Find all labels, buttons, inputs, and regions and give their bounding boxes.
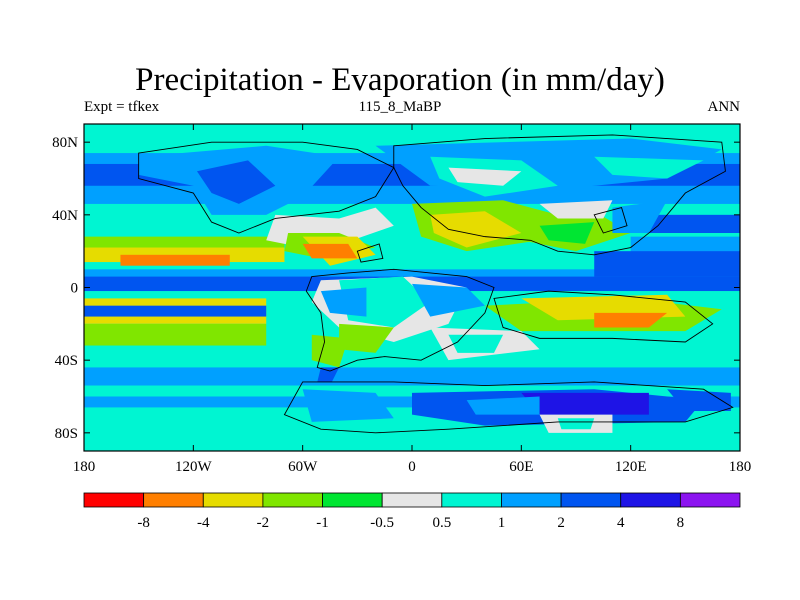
colorbar-swatch: [83, 492, 145, 508]
x-tick-label: 180: [73, 459, 96, 475]
x-tick-label: 0: [408, 459, 416, 475]
field-patch: [302, 389, 394, 422]
field-band: [594, 251, 740, 277]
coastline-outlines: [138, 134, 734, 434]
field-band: [120, 254, 230, 266]
chart-title: Precipitation - Evaporation (in mm/day): [135, 62, 665, 98]
field-band: [84, 323, 267, 346]
x-tick-label: 60W: [288, 459, 318, 475]
y-tick-label: 40S: [55, 353, 78, 369]
colorbar-label: 0.5: [432, 515, 451, 531]
x-tick-label: 120W: [175, 459, 213, 475]
field-band: [84, 305, 267, 317]
coastline: [138, 141, 395, 234]
field-patch: [667, 389, 731, 412]
colorbar-label: -4: [197, 515, 210, 531]
x-tick-label: 180: [729, 459, 752, 475]
field-patch: [539, 222, 595, 244]
colorbar-swatch: [262, 492, 323, 508]
field-patch: [612, 200, 668, 233]
colorbar-swatch: [441, 492, 502, 508]
field-patch: [311, 334, 349, 368]
experiment-label: Expt = tfkex: [84, 99, 160, 115]
colorbar-swatch: [322, 492, 383, 508]
field-patch: [594, 312, 668, 328]
colorbar-swatch: [202, 492, 264, 508]
colorbar-label: -8: [137, 515, 150, 531]
colorbar-swatch: [381, 492, 443, 508]
coastline: [393, 134, 726, 256]
colorbar-swatch: [679, 492, 741, 508]
coastline: [493, 290, 714, 343]
colorbar-label: -2: [257, 515, 270, 531]
field-patch: [317, 367, 340, 382]
y-tick-label: 80S: [55, 426, 78, 442]
y-tick-label: 40N: [52, 208, 78, 224]
field-patch: [302, 243, 358, 259]
colorbar: -8 -4 -2 -1 -0.5 0.5 1 2 4 8: [83, 492, 741, 531]
field-patch: [430, 211, 522, 248]
field-patch: [412, 283, 485, 317]
colorbar-label: 2: [557, 515, 565, 531]
field-patch: [557, 418, 595, 430]
colorbar-label: 8: [677, 515, 685, 531]
field-patch: [448, 167, 522, 186]
axis-ticks: 180 120W 60W 0 60E 120E 180 80N 40N 0 40S 80S: [52, 124, 751, 475]
colorbar-swatch: [620, 492, 681, 508]
colorbar-label: -0.5: [370, 515, 394, 531]
coastline: [356, 243, 384, 263]
field-band: [84, 269, 740, 281]
field-patch: [521, 392, 649, 415]
field-patch: [594, 156, 704, 179]
coastline: [283, 381, 734, 434]
field-shading: [84, 124, 740, 451]
x-tick-label: 60E: [509, 459, 533, 475]
field-band: [630, 214, 740, 233]
coastline: [305, 268, 495, 372]
colorbar-swatch: [143, 492, 204, 508]
field-patch: [357, 421, 449, 444]
field-band: [84, 345, 740, 368]
y-tick-label: 0: [71, 281, 79, 297]
field-patch: [339, 323, 394, 353]
season-label: ANN: [707, 99, 741, 115]
field-patch: [320, 287, 367, 317]
colorbar-label: 4: [617, 515, 625, 531]
colorbar-label: 1: [498, 515, 506, 531]
field-band: [84, 236, 285, 252]
field-patch: [196, 160, 276, 204]
field-patch: [448, 334, 504, 353]
colorbar-label: -1: [316, 515, 329, 531]
x-tick-label: 120E: [615, 459, 647, 475]
field-patch: [539, 200, 613, 219]
colorbar-swatch: [560, 492, 622, 508]
y-tick-label: 80N: [52, 135, 78, 151]
time-period-label: 115_8_MaBP: [358, 99, 442, 115]
coastline: [593, 207, 628, 234]
field-band: [84, 367, 740, 386]
colorbar-swatch: [501, 492, 562, 508]
field-patch: [466, 396, 540, 415]
